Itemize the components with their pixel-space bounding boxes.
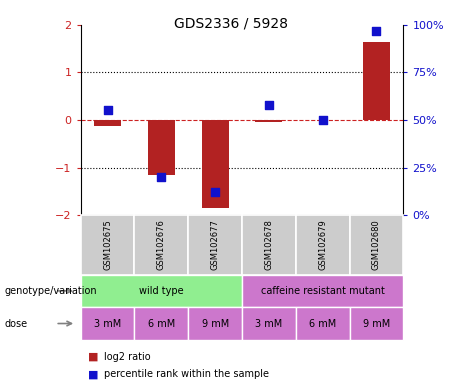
Text: percentile rank within the sample: percentile rank within the sample (104, 369, 269, 379)
Text: GSM102679: GSM102679 (318, 219, 327, 270)
Bar (148, 120, 175, 175)
Point (104, 108, 111, 114)
Text: 6 mM: 6 mM (148, 318, 175, 329)
Point (373, 28, 380, 34)
Text: GSM102677: GSM102677 (211, 219, 219, 270)
Text: dose: dose (5, 318, 28, 329)
Bar (94, 120, 121, 126)
Text: 9 mM: 9 mM (201, 318, 229, 329)
Text: caffeine resistant mutant: caffeine resistant mutant (261, 286, 384, 296)
Bar (255, 120, 282, 122)
Text: 3 mM: 3 mM (255, 318, 283, 329)
Text: GSM102675: GSM102675 (103, 219, 112, 270)
Text: GSM102678: GSM102678 (265, 219, 273, 270)
Text: ■: ■ (88, 369, 98, 379)
Text: 6 mM: 6 mM (309, 318, 337, 329)
Text: 9 mM: 9 mM (363, 318, 390, 329)
Text: log2 ratio: log2 ratio (104, 352, 150, 362)
Point (265, 102, 272, 108)
Point (158, 174, 165, 180)
Text: ■: ■ (88, 352, 98, 362)
Text: wild type: wild type (139, 286, 183, 296)
Text: GSM102680: GSM102680 (372, 219, 381, 270)
Text: 3 mM: 3 mM (94, 318, 121, 329)
Point (212, 189, 219, 195)
Point (319, 117, 326, 123)
Text: genotype/variation: genotype/variation (5, 286, 97, 296)
Bar (201, 120, 229, 208)
Bar (363, 41, 390, 120)
Text: GSM102676: GSM102676 (157, 219, 166, 270)
Text: GDS2336 / 5928: GDS2336 / 5928 (173, 16, 288, 30)
